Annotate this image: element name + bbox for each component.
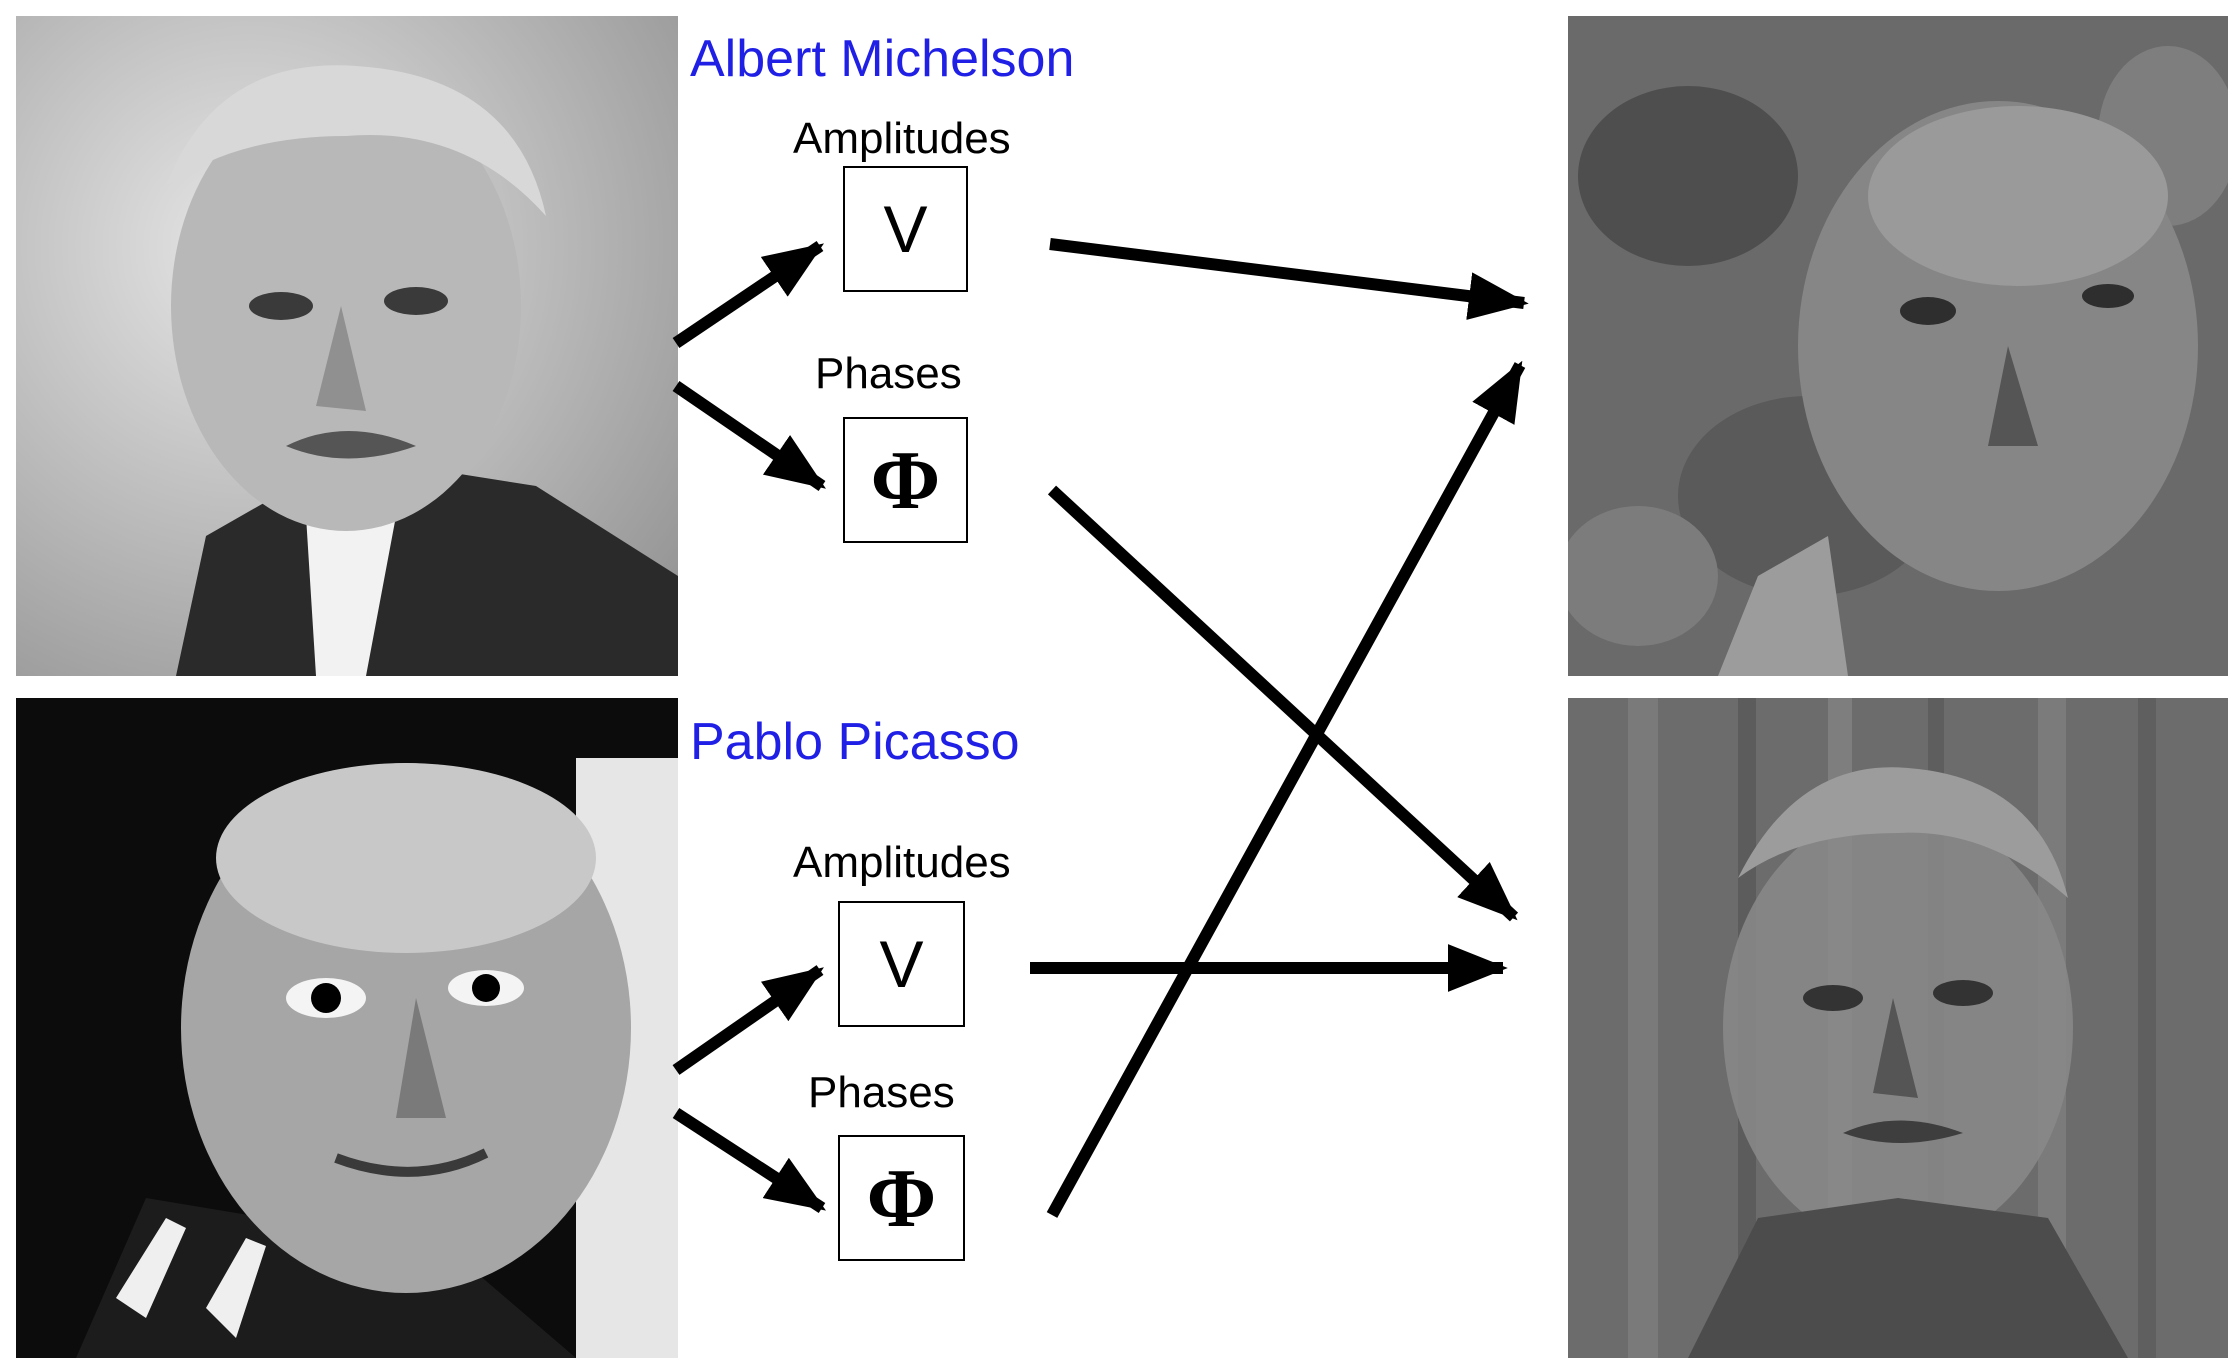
arrow-picasso-to-amplitude	[672, 965, 824, 1075]
arrow-michelson-to-phase	[672, 381, 826, 491]
picasso-name-label: Pablo Picasso	[690, 713, 1020, 771]
michelson-name-label: Albert Michelson	[690, 30, 1075, 88]
picasso-amplitude-box: V	[838, 901, 965, 1027]
reconstruction-michelson-phase	[1568, 698, 2228, 1358]
arrow-picasso-phase-to-top-output	[1046, 360, 1526, 1218]
amplitude-symbol: V	[879, 927, 924, 1001]
picasso-photo	[16, 698, 678, 1358]
michelson-photo	[16, 16, 678, 676]
arrow-michelson-phase-to-bottom-output	[1047, 485, 1519, 922]
michelson-amplitude-box: V	[843, 166, 968, 292]
michelson-phase-box: Φ	[843, 417, 968, 543]
arrow-michelson-amplitude-to-top-output	[1049, 238, 1529, 320]
picasso-phase-box: Φ	[838, 1135, 965, 1261]
phase-symbol: Φ	[870, 433, 941, 527]
amplitude-symbol: V	[883, 192, 928, 266]
arrow-michelson-to-amplitude	[672, 241, 824, 348]
phase-symbol: Φ	[866, 1151, 937, 1245]
reconstruction-picasso-phase	[1568, 16, 2228, 676]
picasso-phases-caption: Phases	[808, 1068, 955, 1117]
michelson-phases-caption: Phases	[815, 349, 962, 398]
michelson-amplitudes-caption: Amplitudes	[793, 114, 1011, 163]
picasso-amplitudes-caption: Amplitudes	[793, 838, 1011, 887]
arrow-picasso-to-phase	[672, 1107, 827, 1214]
